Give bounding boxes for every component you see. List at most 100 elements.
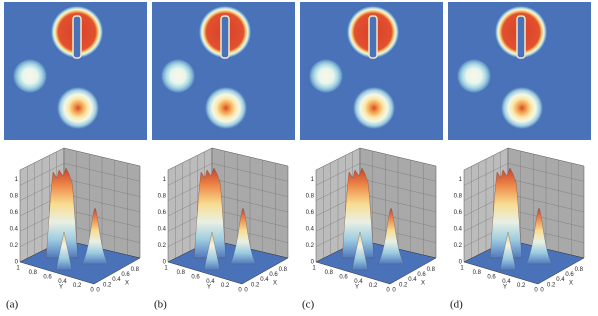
y-tick-label: 0 — [238, 288, 242, 294]
z-tick-label: 1 — [459, 177, 463, 183]
z-tick-label: 0.2 — [454, 243, 463, 249]
y-tick-label: 0.8 — [29, 270, 38, 276]
z-tick-label: 0.8 — [10, 193, 19, 199]
slotted-disk-surface — [45, 167, 79, 259]
x-tick-label: 0.4 — [408, 277, 417, 283]
y-tick-label: 0.4 — [206, 279, 215, 285]
z-tick-label: 0.6 — [158, 210, 167, 216]
x-tick-label: 0 — [96, 288, 100, 294]
y-tick-label: 1 — [164, 266, 168, 272]
z-tick-label: 1 — [163, 177, 167, 183]
y-tick-label: 0 — [534, 288, 538, 294]
y-tick-label: 0.2 — [517, 283, 526, 289]
x-tick-label: 0.6 — [121, 272, 130, 278]
z-tick-label: 1 — [15, 177, 19, 183]
z-tick-label: 0 — [163, 260, 167, 266]
z-tick-label: 0.8 — [306, 193, 315, 199]
x-tick-label: 0.6 — [417, 272, 426, 278]
x-tick-label: 0 — [540, 288, 544, 294]
x-axis-label: X — [125, 281, 129, 287]
z-tick-label: 0.2 — [306, 243, 315, 249]
y-tick-label: 0.2 — [221, 283, 230, 289]
z-tick-label: 0.2 — [10, 243, 19, 249]
y-tick-label: 0 — [90, 288, 94, 294]
y-axis-label: Y — [59, 285, 63, 291]
z-tick-label: 0.6 — [10, 210, 19, 216]
x-tick-label: 0 — [244, 288, 248, 294]
slotted-disk-surface — [489, 167, 523, 259]
z-tick-label: 0.8 — [454, 193, 463, 199]
cone-surface — [203, 231, 221, 271]
slot — [516, 15, 526, 59]
z-tick-label: 0.2 — [158, 243, 167, 249]
z-tick-label: 1 — [311, 177, 315, 183]
x-axis-label: X — [421, 281, 425, 287]
y-tick-label: 0.2 — [73, 283, 82, 289]
cone — [161, 59, 195, 93]
cone — [309, 59, 343, 93]
z-tick-label: 0.6 — [306, 210, 315, 216]
panel-label: (c) — [302, 299, 315, 311]
hump-surface — [377, 207, 405, 265]
y-tick-label: 0.8 — [177, 270, 186, 276]
hump-surface — [81, 207, 109, 265]
y-tick-label: 0.2 — [369, 283, 378, 289]
x-tick-label: 0.8 — [279, 267, 288, 273]
z-tick-label: 0.8 — [158, 193, 167, 199]
slotted-disk-surface — [193, 167, 227, 259]
x-tick-label: 0 — [392, 288, 396, 294]
z-tick-label: 0.6 — [454, 210, 463, 216]
x-tick-label: 0.2 — [103, 282, 112, 288]
y-tick-label: 0.6 — [487, 274, 496, 280]
y-axis-label: Y — [503, 285, 507, 291]
z-tick-label: 0 — [15, 260, 19, 266]
x-tick-label: 0.4 — [260, 277, 269, 283]
z-tick-label: 0.4 — [158, 226, 167, 232]
slot — [220, 15, 230, 59]
y-axis-label: Y — [355, 285, 359, 291]
y-tick-label: 0.8 — [325, 270, 334, 276]
z-tick-label: 0 — [311, 260, 315, 266]
y-tick-label: 0.6 — [339, 274, 348, 280]
hump — [501, 87, 543, 129]
x-tick-label: 0.4 — [112, 277, 121, 283]
x-tick-label: 0.6 — [565, 272, 574, 278]
z-tick-label: 0.4 — [306, 226, 315, 232]
y-tick-label: 0.8 — [473, 270, 482, 276]
x-tick-label: 0.6 — [269, 272, 278, 278]
hump — [205, 87, 247, 129]
z-tick-label: 0.4 — [454, 226, 463, 232]
slotted-disk-surface — [341, 167, 375, 259]
cone-surface — [55, 231, 73, 271]
slot — [368, 15, 378, 59]
y-axis-label: Y — [207, 285, 211, 291]
panel-label: (d) — [450, 299, 463, 311]
y-tick-label: 0.4 — [502, 279, 511, 285]
slot — [72, 15, 82, 59]
panel-label: (a) — [6, 299, 19, 311]
x-axis-label: X — [569, 281, 573, 287]
cone-surface — [499, 231, 517, 271]
hump-surface — [229, 207, 257, 265]
hump — [57, 87, 99, 129]
y-tick-label: 0 — [386, 288, 390, 294]
z-tick-label: 0.4 — [10, 226, 19, 232]
x-tick-label: 0.2 — [251, 282, 260, 288]
cone — [13, 59, 47, 93]
x-tick-label: 0.2 — [399, 282, 408, 288]
y-tick-label: 0.4 — [354, 279, 363, 285]
x-tick-label: 0.8 — [131, 267, 140, 273]
x-tick-label: 0.4 — [556, 277, 565, 283]
y-tick-label: 0.6 — [43, 274, 52, 280]
y-tick-label: 1 — [460, 266, 464, 272]
y-tick-label: 0.4 — [58, 279, 67, 285]
y-tick-label: 0.6 — [191, 274, 200, 280]
panel-label: (b) — [154, 299, 167, 311]
x-tick-label: 0.8 — [575, 267, 584, 273]
y-tick-label: 1 — [312, 266, 316, 272]
hump — [353, 87, 395, 129]
z-tick-label: 0 — [459, 260, 463, 266]
cone — [457, 59, 491, 93]
y-tick-label: 1 — [16, 266, 20, 272]
